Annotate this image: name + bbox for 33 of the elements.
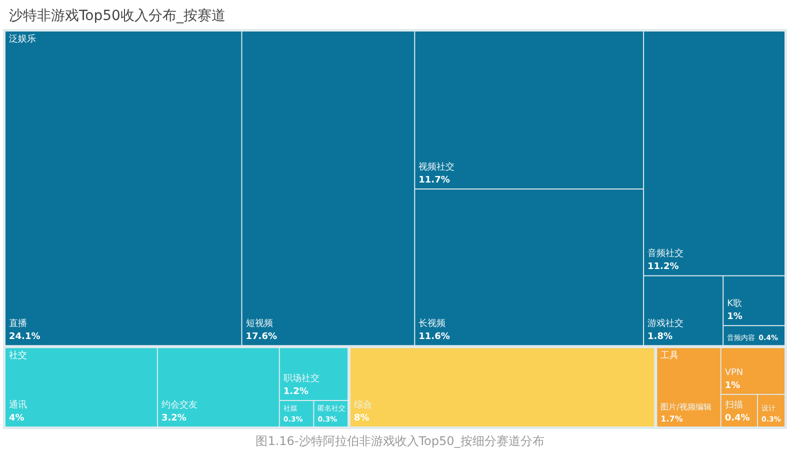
category-label: 音频社交 <box>648 248 684 260</box>
data-label: 1% <box>727 312 742 322</box>
category-label: 短视频 <box>246 318 273 330</box>
data-label: 11.6% <box>418 332 450 342</box>
series-label: 社交 <box>9 350 27 362</box>
category-label: 综合 <box>354 400 372 410</box>
caption: 图1.16-沙特阿拉伯非游戏收入Top50_按细分赛道分布 <box>256 434 544 448</box>
series-label: 工具 <box>660 350 679 362</box>
data-label: 4% <box>9 414 24 424</box>
category-label: 直播 <box>9 318 27 330</box>
data-label: 1.8% <box>648 332 673 342</box>
data-label: 1.2% <box>283 387 308 398</box>
data-label: 1.7% <box>660 414 683 424</box>
category-label: 长视频 <box>418 318 446 330</box>
data-label: 24.1% <box>9 332 40 342</box>
category-label: 约会交友 <box>161 400 198 410</box>
series-label: 泛娱乐 <box>9 34 36 44</box>
category-label: VPN <box>724 368 744 378</box>
category-label: 通讯 <box>9 400 27 410</box>
category-label: 图片/视频编辑 <box>660 402 712 412</box>
data-label: 8% <box>354 414 370 424</box>
text: 沙特非游戏Top50收入分布_按赛道 <box>9 8 226 24</box>
data-label: 0.4% <box>724 414 750 424</box>
category-label: 游戏社交 <box>648 318 684 330</box>
data-label: 17.6% <box>246 332 277 342</box>
category-label: 扫描 <box>724 400 743 410</box>
data-label: 11.7% <box>418 176 450 186</box>
category-label: K歌 <box>727 298 742 310</box>
category-label: 职场社交 <box>283 373 320 384</box>
data-label: 11.2% <box>648 262 679 272</box>
data-label: 1% <box>724 380 740 391</box>
category-label: 视频社交 <box>418 162 455 172</box>
data-label: 3.2% <box>161 414 186 424</box>
